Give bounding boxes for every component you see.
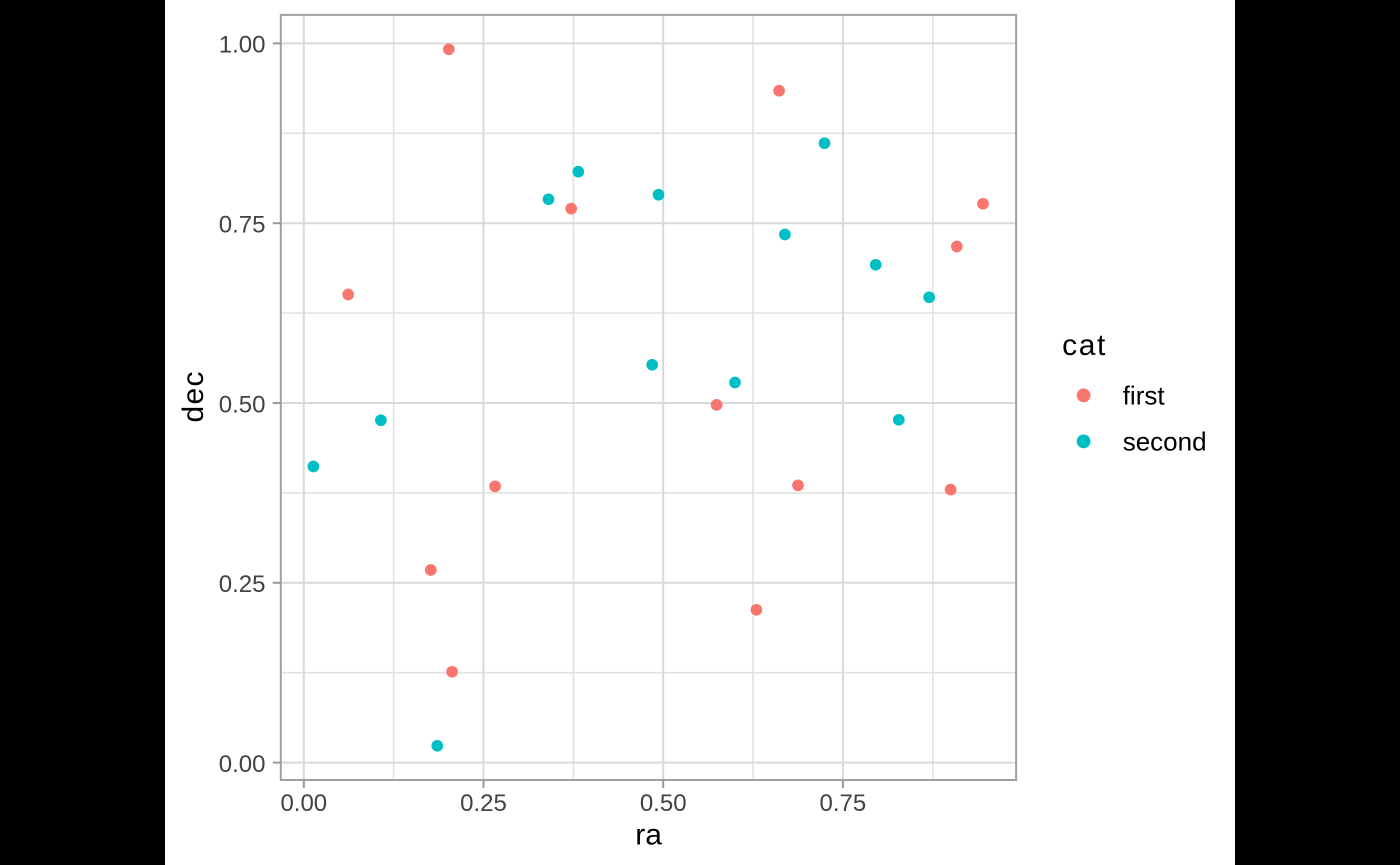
svg-text:dec: dec xyxy=(177,370,210,422)
svg-text:0.25: 0.25 xyxy=(219,571,266,598)
svg-text:0.25: 0.25 xyxy=(460,790,507,817)
svg-text:0.00: 0.00 xyxy=(219,751,266,778)
svg-text:ra: ra xyxy=(635,818,662,851)
svg-text:0.75: 0.75 xyxy=(820,790,867,817)
svg-text:1.00: 1.00 xyxy=(219,32,266,59)
svg-text:0.75: 0.75 xyxy=(219,212,266,239)
svg-text:0.50: 0.50 xyxy=(640,790,687,817)
svg-text:0.00: 0.00 xyxy=(280,790,327,817)
svg-text:first: first xyxy=(1123,380,1166,410)
svg-text:0.50: 0.50 xyxy=(219,391,266,418)
svg-text:second: second xyxy=(1123,426,1207,456)
svg-text:cat: cat xyxy=(1062,329,1107,362)
